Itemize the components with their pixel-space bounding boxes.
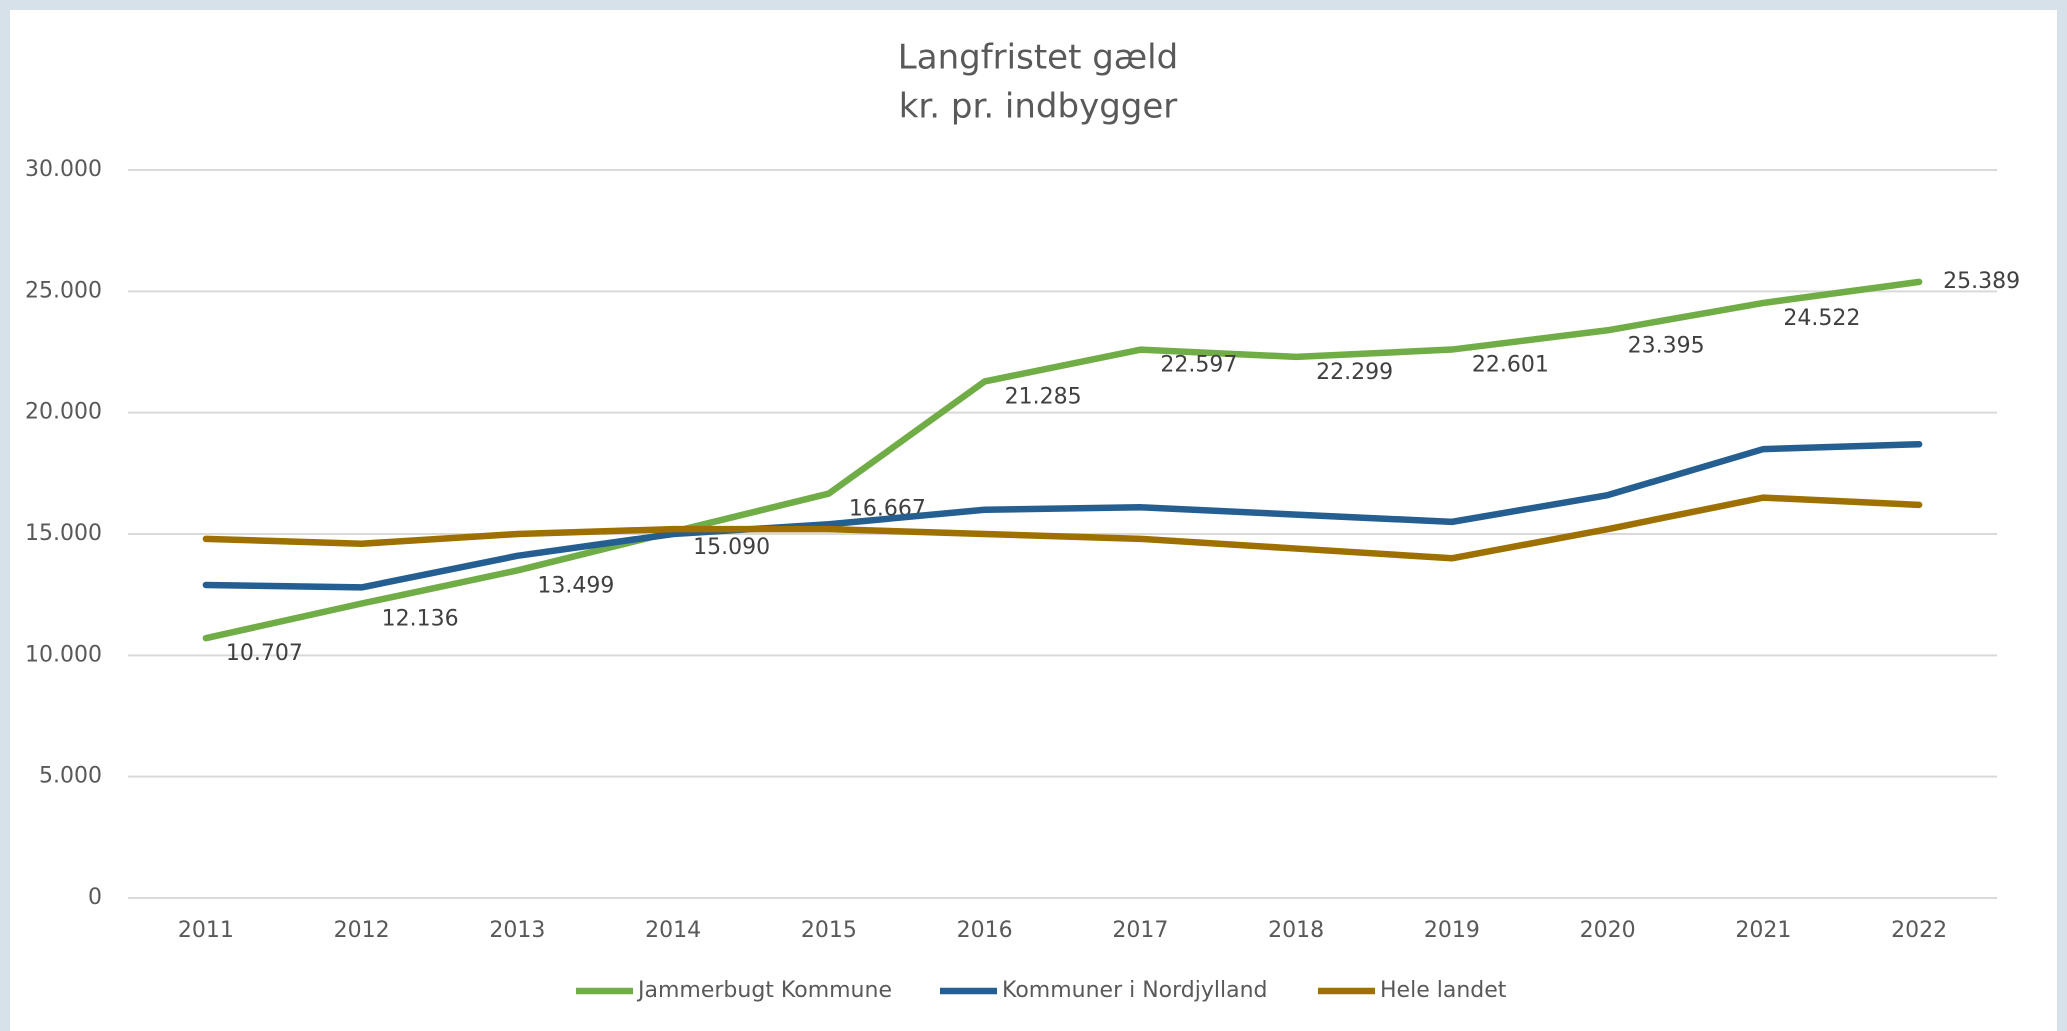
x-tick-label: 2020	[1580, 918, 1636, 943]
data-label: 22.299	[1316, 360, 1393, 385]
data-label: 25.389	[1943, 269, 2020, 294]
legend-label: Kommuner i Nordjylland	[1002, 978, 1268, 1003]
data-label: 23.395	[1628, 333, 1705, 358]
x-tick-label: 2018	[1268, 918, 1324, 943]
x-tick-label: 2016	[957, 918, 1013, 943]
x-tick-label: 2013	[489, 918, 545, 943]
data-label: 22.601	[1472, 353, 1549, 378]
y-tick-label: 10.000	[25, 642, 102, 667]
chart-panel	[10, 10, 2057, 1031]
y-tick-label: 15.000	[25, 521, 102, 546]
series-line	[202, 440, 1923, 591]
x-tick-label: 2017	[1112, 918, 1168, 943]
data-label: 24.522	[1783, 306, 1860, 331]
x-tick-label: 2019	[1424, 918, 1480, 943]
data-label: 13.499	[537, 573, 614, 598]
data-label: 10.707	[226, 641, 303, 666]
chart-subtitle: kr. pr. indbygger	[899, 87, 1178, 127]
x-tick-label: 2022	[1891, 918, 1947, 943]
data-label: 21.285	[1005, 384, 1082, 409]
series-line	[202, 494, 1923, 562]
x-tick-label: 2015	[801, 918, 857, 943]
x-tick-label: 2012	[334, 918, 390, 943]
x-tick-label: 2014	[645, 918, 701, 943]
data-label: 15.090	[693, 535, 770, 560]
x-tick-label: 2021	[1735, 918, 1791, 943]
legend-label: Hele landet	[1380, 978, 1507, 1003]
x-tick-label: 2011	[178, 918, 234, 943]
y-tick-label: 30.000	[25, 157, 102, 182]
y-tick-label: 0	[88, 885, 102, 910]
series-line	[202, 278, 1923, 642]
y-tick-label: 25.000	[25, 278, 102, 303]
y-tick-label: 5.000	[39, 764, 102, 789]
chart-title: Langfristet gæld	[898, 38, 1178, 78]
legend-label: Jammerbugt Kommune	[636, 978, 892, 1003]
data-label: 12.136	[382, 606, 459, 631]
y-tick-label: 20.000	[25, 400, 102, 425]
data-label: 22.597	[1160, 353, 1237, 378]
